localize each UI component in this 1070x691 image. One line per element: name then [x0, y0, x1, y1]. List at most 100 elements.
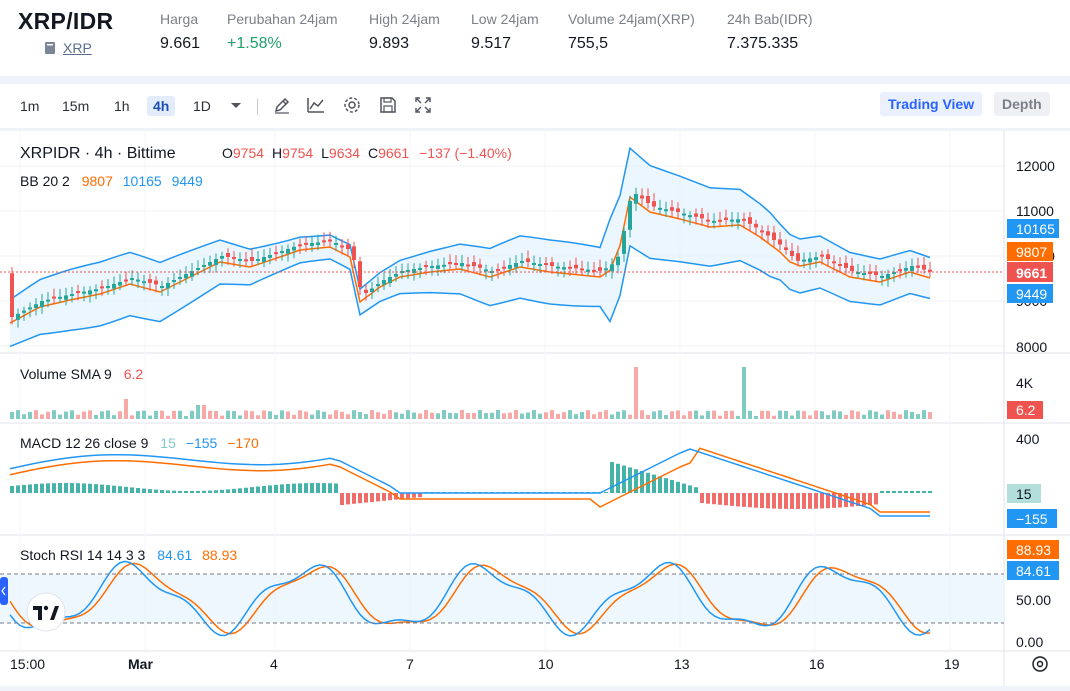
stoch-d-tag	[1007, 540, 1059, 559]
macd-axis-label: 400	[1016, 431, 1040, 447]
ohlc-change: −137 (−1.40%)	[419, 145, 512, 161]
volume-axis-label: 4K	[1016, 375, 1034, 391]
ohlc-h-label: H	[272, 145, 282, 161]
time-axis-label: Mar	[128, 656, 153, 672]
stat-value: 9.661	[160, 35, 201, 52]
line-chart-icon[interactable]	[306, 95, 326, 115]
time-axis-label: 4	[270, 656, 278, 672]
stat-change: Perubahan 24jam +1.58%	[227, 11, 338, 53]
stoch-axis-label: 50.00	[1016, 592, 1051, 608]
ohlc-open: 9754	[233, 145, 264, 161]
macd-label: MACD 12 26 close 9	[20, 435, 149, 451]
bb-basis-value: 9807	[82, 173, 113, 189]
timeframe-1d[interactable]: 1D	[193, 98, 211, 114]
price-tag-bb-lower	[1007, 284, 1053, 303]
stat-label: 24h Bab(IDR)	[727, 11, 813, 27]
price-tag-last	[1007, 262, 1053, 282]
chart-settings-icon[interactable]	[1032, 656, 1048, 672]
price-tag-bb-upper	[1007, 219, 1059, 238]
volume-tag-text: 6.2	[1016, 402, 1036, 418]
time-axis-label: 15:00	[10, 656, 45, 672]
chart-toolbar: 1m 15m 1h 4h 1D Trading View Depth	[0, 84, 1070, 128]
stat-label: Low 24jam	[471, 11, 539, 27]
coin-link[interactable]: XRP	[63, 40, 92, 56]
grid-lines	[0, 131, 1004, 651]
trading-view-tab[interactable]: Trading View	[880, 92, 983, 116]
gear-icon[interactable]	[342, 95, 362, 115]
volume-label: Volume SMA 9	[20, 366, 112, 382]
stoch-d-tag-text: 88.93	[1016, 542, 1051, 558]
stat-turnover: 24h Bab(IDR) 7.375.335	[727, 11, 813, 53]
trading-chart[interactable]: XRPIDR · 4h · Bittime O9754 H9754 L9634 …	[0, 131, 1070, 686]
price-axis-label: 8000	[1016, 339, 1047, 355]
stoch-d-value: 88.93	[202, 547, 237, 563]
stoch-label: Stoch RSI 14 14 3 3	[20, 547, 146, 563]
ohlc-high: 9754	[282, 145, 313, 161]
macd-signal-value: −170	[227, 435, 259, 451]
ohlc-c-label: C	[368, 145, 378, 161]
price-tag-bb-basis-text: 9807	[1016, 244, 1047, 260]
stoch-axis-label: 0.00	[1016, 634, 1043, 650]
volume-legend: Volume SMA 9 6.2	[20, 366, 143, 382]
stat-label: Harga	[160, 11, 199, 27]
stat-value: 9.893	[369, 35, 410, 52]
chart-title: XRPIDR · 4h · Bittime	[20, 145, 176, 162]
price-axis-label: 11000	[1016, 203, 1054, 219]
tradingview-logo[interactable]	[26, 592, 66, 632]
time-axis-label: 13	[674, 656, 690, 672]
macd-hist-value: 15	[160, 435, 176, 451]
pencil-icon[interactable]	[272, 95, 292, 115]
stat-price: Harga 9.661	[160, 11, 200, 53]
bb-legend: BB 20 2 9807 10165 9449	[20, 173, 203, 189]
stat-low: Low 24jam 9.517	[471, 11, 539, 53]
ohlc-close: 9661	[378, 145, 409, 161]
bb-lower-value: 9449	[172, 173, 203, 189]
ticker-header: XRP/IDR XRP Harga 9.661 Perubahan 24jam +1…	[0, 0, 1070, 76]
stat-label: Perubahan 24jam	[227, 11, 338, 27]
timeframe-15m[interactable]: 15m	[62, 98, 90, 114]
left-panel-handle[interactable]	[0, 577, 8, 605]
macd-value: −155	[186, 435, 218, 451]
macd-tag	[1007, 509, 1057, 528]
volume-bars	[10, 367, 932, 419]
volume-sma-value: 6.2	[124, 366, 144, 382]
stat-value: +1.58%	[227, 35, 282, 52]
timeframe-4h[interactable]: 4h	[147, 96, 176, 116]
time-axis-label: 7	[406, 656, 414, 672]
stoch-rsi-indicator	[0, 560, 1004, 637]
volume-tag	[1007, 401, 1043, 419]
macd-hist-tag	[1007, 484, 1041, 503]
time-axis-label: 10	[538, 656, 554, 672]
stoch-legend: Stoch RSI 14 14 3 3 84.61 88.93	[20, 547, 237, 563]
coin-info: XRP	[44, 40, 92, 56]
stat-value: 9.517	[471, 35, 512, 52]
toolbar-divider	[257, 99, 258, 115]
stat-high: High 24jam 9.893	[369, 11, 440, 53]
chevron-down-icon[interactable]	[226, 95, 246, 115]
save-icon[interactable]	[378, 95, 398, 115]
price-tag-last-text: 9661	[1016, 265, 1047, 281]
timeframe-1m[interactable]: 1m	[20, 98, 40, 114]
stat-label: Volume 24jam(XRP)	[568, 11, 695, 27]
time-axis-label: 19	[944, 656, 960, 672]
ohlc-readout: O9754 H9754 L9634 C9661 −137 (−1.40%)	[222, 145, 512, 161]
price-tag-bb-lower-text: 9449	[1016, 286, 1047, 302]
fullscreen-icon[interactable]	[413, 95, 433, 115]
depth-tab[interactable]: Depth	[994, 92, 1050, 116]
bb-upper-value: 10165	[123, 173, 162, 189]
price-axis-label: 12000	[1016, 158, 1055, 174]
ohlc-l-label: L	[321, 145, 329, 161]
stoch-k-tag	[1007, 561, 1059, 580]
book-icon	[45, 42, 55, 54]
pair-title: XRP/IDR	[18, 8, 114, 34]
time-axis-label: 16	[809, 656, 825, 672]
price-tag-bb-basis	[1007, 242, 1053, 261]
timeframe-1h[interactable]: 1h	[114, 98, 130, 114]
ohlc-low: 9634	[329, 145, 360, 161]
chart-canvas[interactable]: XRPIDR · 4h · Bittime O9754 H9754 L9634 …	[0, 131, 1070, 686]
macd-hist-tag-text: 15	[1016, 486, 1032, 502]
macd-indicator	[9, 447, 932, 517]
stoch-k-tag-text: 84.61	[1016, 563, 1051, 579]
macd-tag-text: −155	[1016, 511, 1048, 527]
bb-label: BB 20 2	[20, 173, 70, 189]
